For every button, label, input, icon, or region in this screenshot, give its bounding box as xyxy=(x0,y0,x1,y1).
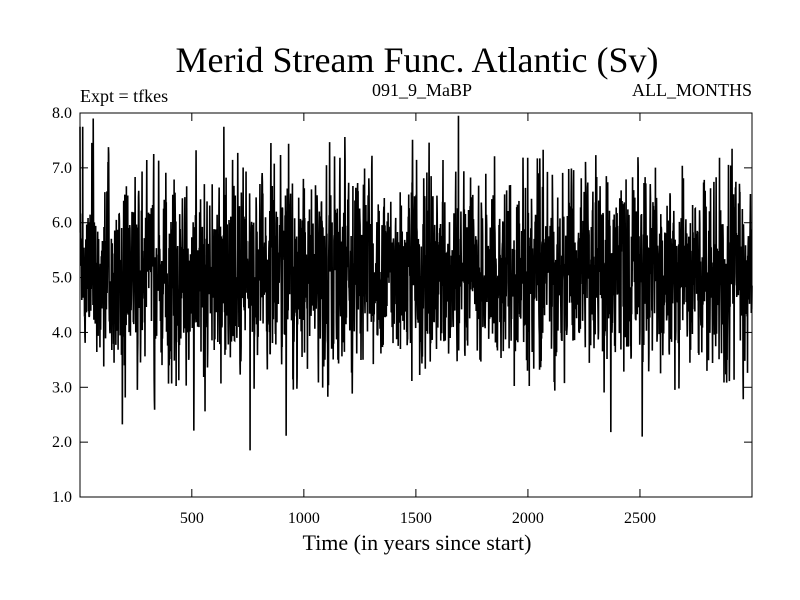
y-tick-label: 8.0 xyxy=(52,105,72,122)
y-axis: 1.0 2.0 3.0 4.0 5.0 6.0 7.0 8.0 xyxy=(52,105,752,506)
x-tick-label: 2000 xyxy=(512,510,544,527)
y-tick-label: 5.0 xyxy=(52,270,72,287)
x-tick-label: 1500 xyxy=(400,510,432,527)
y-tick-label: 6.0 xyxy=(52,215,72,232)
chart-title: Merid Stream Func. Atlantic (Sv) xyxy=(176,40,659,80)
experiment-label: Expt = tfkes xyxy=(80,86,168,106)
y-tick-label: 1.0 xyxy=(52,489,72,506)
y-tick-label: 7.0 xyxy=(52,160,72,177)
x-tick-label: 1000 xyxy=(288,510,320,527)
x-tick-label: 2500 xyxy=(624,510,656,527)
months-label: ALL_MONTHS xyxy=(632,80,752,100)
series-line xyxy=(79,115,753,451)
y-tick-label: 4.0 xyxy=(52,324,72,341)
plot-area: 1.0 2.0 3.0 4.0 5.0 6.0 7.0 8.0 500 1000 1500 2000… xyxy=(52,105,753,527)
x-tick-label: 500 xyxy=(180,510,204,527)
y-tick-label: 3.0 xyxy=(52,379,72,396)
run-label: 091_9_MaBP xyxy=(372,80,472,100)
x-axis: 500 1000 1500 2000 2500 xyxy=(180,113,656,527)
y-tick-label: 2.0 xyxy=(52,434,72,451)
x-axis-label: Time (in years since start) xyxy=(303,530,532,555)
